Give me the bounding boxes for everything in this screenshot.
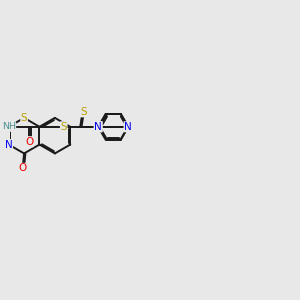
Text: NH: NH [2,122,16,131]
Text: N: N [94,122,102,132]
Text: N: N [124,122,132,132]
Text: S: S [60,122,67,132]
Text: O: O [19,164,27,173]
Text: O: O [25,137,34,147]
Text: N: N [94,122,102,132]
Text: S: S [80,107,87,117]
Text: S: S [21,113,27,123]
Text: N: N [5,140,13,150]
